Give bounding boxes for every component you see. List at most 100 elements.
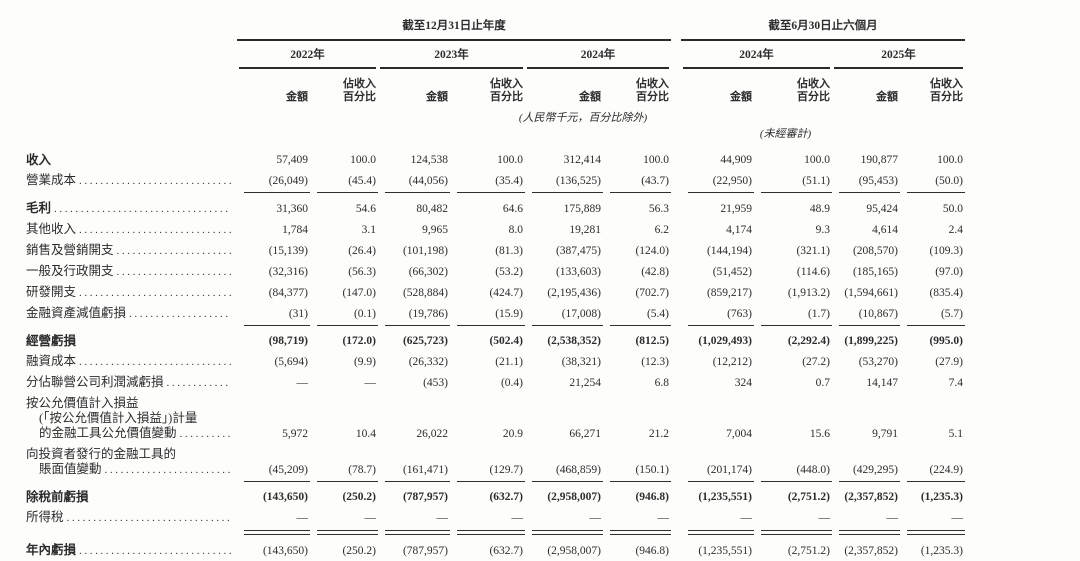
value-cell-cost-of-sales-col5: (136,525)	[555, 175, 601, 187]
value-cell-general-admin-expenses-col7: (51,452)	[712, 266, 752, 278]
value-cell-share-of-associates-col10: 7.4	[948, 377, 963, 389]
value-cell-operating-loss-col5: (2,538,352)	[547, 335, 601, 347]
value-cell-gross-profit-col8: 48.9	[809, 203, 830, 215]
value-cell-other-income-col4: 8.0	[508, 224, 523, 236]
value-cell-fvtpl-fair-value-changes-col8: 15.6	[809, 428, 830, 440]
value-cell-loss-before-tax-col4: (632.7)	[489, 491, 523, 503]
table-row-gross-profit: 毛利......................................…	[0, 196, 1080, 217]
value-cell-revenue-col8: 100.0	[804, 154, 830, 166]
value-cell-loss-before-tax-col6: (946.8)	[635, 491, 669, 503]
value-cell-share-of-associates-col6: 6.8	[654, 377, 669, 389]
table-row-loss-before-tax: 除稅前虧損 (143,650) (250.2) (787,957) (632.7) (2,…	[0, 485, 1080, 505]
single-rule-row	[0, 189, 1080, 196]
value-cell-gross-profit-col10: 50.0	[942, 203, 963, 215]
value-cell-cost-of-sales-col2: (45.4)	[348, 175, 376, 187]
value-cell-loss-for-the-year-col6: (946.8)	[635, 545, 669, 557]
value-cell-share-of-associates-col2: —	[364, 377, 377, 389]
double-rule-row	[0, 526, 1080, 538]
table-row-fvtpl-fair-value-changes: 按公允價值計入損益 (「按公允價值計入損益」)計量 的金融工具公允價值變動.....…	[0, 391, 1080, 442]
amount-header: 金額	[579, 91, 601, 103]
row-label-share-of-associates: 分佔聯營公司利潤減虧損.............................…	[0, 375, 237, 391]
dot-leader: ........................................…	[116, 245, 231, 257]
value-cell-fvtpl-fair-value-changes-col5: 66,271	[569, 428, 601, 440]
table-row-rd-expenses: 研發開支....................................…	[0, 280, 1080, 301]
value-cell-loss-for-the-year-col2: (250.2)	[342, 545, 376, 557]
value-cell-finance-costs-col5: (38,321)	[561, 356, 601, 368]
row-label-instruments-issued-to-investors: 向投資者發行的金融工具的 賬面值變動.......................…	[0, 447, 237, 478]
value-cell-other-income-col6: 6.2	[654, 224, 669, 236]
amount-header: 金額	[730, 91, 752, 103]
value-cell-general-admin-expenses-col1: (32,316)	[268, 266, 308, 278]
value-cell-finance-costs-col2: (9.9)	[353, 356, 376, 368]
amount-header: 金額	[876, 91, 898, 103]
value-cell-share-of-associates-col3: (453)	[423, 377, 448, 389]
value-cell-general-admin-expenses-col2: (56.3)	[348, 266, 376, 278]
value-cell-rd-expenses-col5: (2,195,436)	[547, 287, 601, 299]
value-cell-general-admin-expenses-col3: (66,302)	[408, 266, 448, 278]
income-statement-body: 收入 57,409 100.0 124,538 100.0 312,414 100.0 44,…	[0, 148, 1080, 561]
value-cell-income-tax-col1: —	[296, 512, 309, 524]
dot-leader: ........................................…	[66, 512, 231, 524]
year-rule-row	[0, 67, 1080, 70]
table-row-selling-marketing-expenses: 銷售及營銷開支.................................…	[0, 238, 1080, 259]
row-label-gross-profit: 毛利......................................…	[0, 201, 237, 217]
value-cell-revenue-col2: 100.0	[350, 154, 376, 166]
value-cell-fvtpl-fair-value-changes-col9: 9,791	[872, 428, 898, 440]
value-cell-finance-costs-col10: (27.9)	[935, 356, 963, 368]
value-cell-loss-for-the-year-col10: (1,235.3)	[920, 545, 963, 557]
value-cell-fvtpl-fair-value-changes-col10: 5.1	[948, 428, 963, 440]
value-cell-selling-marketing-expenses-col9: (208,570)	[852, 245, 898, 257]
dot-leader: ........................................…	[79, 545, 231, 557]
value-cell-other-income-col10: 2.4	[948, 224, 963, 236]
value-cell-selling-marketing-expenses-col8: (321.1)	[796, 245, 830, 257]
year-2025-interim: 2025年	[881, 49, 916, 61]
value-cell-revenue-col7: 44,909	[720, 154, 752, 166]
value-cell-general-admin-expenses-col9: (185,165)	[852, 266, 898, 278]
value-cell-share-of-associates-col7: 324	[734, 377, 752, 389]
row-label-rd-expenses: 研發開支....................................…	[0, 285, 237, 301]
value-cell-share-of-associates-col8: 0.7	[815, 377, 830, 389]
value-cell-instruments-issued-to-investors-col9: (429,295)	[852, 464, 898, 476]
value-cell-income-tax-col10: —	[951, 512, 964, 524]
row-label-selling-marketing-expenses: 銷售及營銷開支.................................…	[0, 243, 237, 259]
period-group-row: 截至12月31日止年度 截至6月30日止六個月	[0, 19, 1080, 33]
value-cell-fvtpl-fair-value-changes-col6: 21.2	[648, 428, 669, 440]
value-cell-finance-costs-col3: (26,332)	[408, 356, 448, 368]
dot-leader: ........................................…	[116, 266, 231, 278]
unaudited-note: (未經審計)	[759, 128, 812, 140]
year-2023: 2023年	[434, 49, 469, 61]
row-label-text: (「按公允價值計入損益」)計量	[39, 411, 198, 425]
row-label-text: 除稅前虧損	[26, 490, 89, 504]
value-cell-finance-costs-col7: (12,212)	[712, 356, 752, 368]
value-cell-impairment-financial-assets-col8: (1.7)	[807, 308, 830, 320]
single-rule-row	[0, 322, 1080, 329]
table-row-share-of-associates: 分佔聯營公司利潤減虧損.............................…	[0, 370, 1080, 391]
column-subheader-row: 金額 佔收入 百分比 金額 佔收入 百分比 金額 佔收入 百分比 金額 佔收入 百分比 …	[0, 78, 1080, 104]
value-cell-rd-expenses-col3: (528,884)	[402, 287, 448, 299]
value-cell-instruments-issued-to-investors-col7: (201,174)	[706, 464, 752, 476]
row-label-text: 一般及行政開支	[26, 264, 114, 278]
row-label-text: 其他收入	[26, 222, 77, 236]
value-cell-gross-profit-col9: 95,424	[866, 203, 898, 215]
value-cell-instruments-issued-to-investors-col4: (129.7)	[489, 464, 523, 476]
pct-of-revenue-header: 佔收入 百分比	[636, 78, 669, 103]
row-label-income-tax: 所得稅.....................................…	[0, 510, 237, 526]
value-cell-instruments-issued-to-investors-col2: (78.7)	[348, 464, 376, 476]
pct-of-revenue-header: 佔收入 百分比	[930, 78, 963, 103]
value-cell-instruments-issued-to-investors-col10: (224.9)	[929, 464, 963, 476]
value-cell-rd-expenses-col10: (835.4)	[929, 287, 963, 299]
row-label-text: 研發開支	[26, 285, 77, 299]
amount-header: 金額	[286, 91, 308, 103]
row-label-text: 分佔聯營公司利潤減虧損	[26, 375, 164, 389]
value-cell-impairment-financial-assets-col9: (10,867)	[858, 308, 898, 320]
value-cell-loss-before-tax-col10: (1,235.3)	[920, 491, 963, 503]
value-cell-instruments-issued-to-investors-col3: (161,471)	[402, 464, 448, 476]
table-row-cost-of-sales: 營業成本....................................…	[0, 168, 1080, 189]
value-cell-finance-costs-col6: (12.3)	[641, 356, 669, 368]
value-cell-share-of-associates-col4: (0.4)	[500, 377, 523, 389]
value-cell-cost-of-sales-col6: (43.7)	[641, 175, 669, 187]
value-cell-revenue-col3: 124,538	[410, 154, 448, 166]
value-cell-loss-before-tax-col2: (250.2)	[342, 491, 376, 503]
unaudited-note-row: (未經審計)	[0, 128, 1080, 141]
row-label-loss-for-the-year: 年內虧損....................................…	[0, 543, 237, 559]
